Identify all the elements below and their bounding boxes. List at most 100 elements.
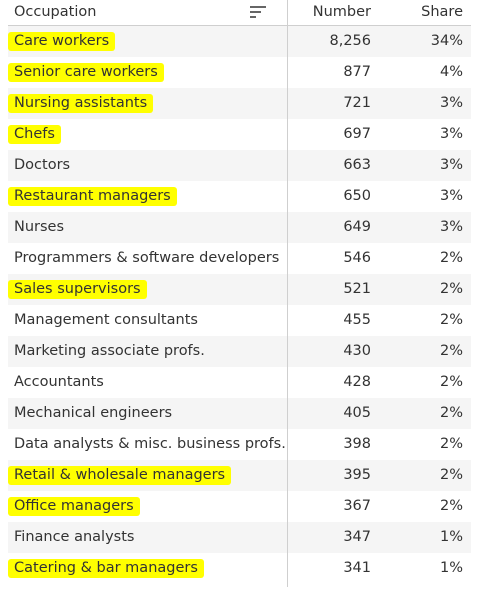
table-row[interactable]: Catering & bar managers 341 1% — [8, 553, 471, 584]
table-row[interactable]: Senior care workers 877 4% — [8, 57, 471, 88]
table-row[interactable]: Data analysts & misc. business profs. 398… — [8, 429, 471, 460]
occupation-cell: Care workers — [8, 26, 287, 57]
occupation-cell: Mechanical engineers — [8, 398, 287, 429]
share-cell: 2% — [439, 343, 463, 360]
occupation-label: Marketing associate profs. — [14, 343, 205, 360]
column-header-share[interactable]: Share — [373, 0, 465, 25]
share-cell: 2% — [439, 250, 463, 267]
occupation-label: Nurses — [14, 219, 65, 236]
number-cell: 395 — [343, 467, 371, 484]
column-header-number-label: Number — [312, 4, 371, 21]
occupation-label: Sales supervisors — [8, 279, 147, 300]
occupation-cell: Chefs — [8, 119, 287, 150]
number-cell: 398 — [343, 436, 371, 453]
number-cell: 347 — [343, 529, 371, 546]
occupation-cell: Restaurant managers — [8, 181, 287, 212]
occupation-label: Senior care workers — [8, 62, 164, 83]
occupation-cell: Management consultants — [8, 305, 287, 336]
occupation-cell: Retail & wholesale managers — [8, 460, 287, 491]
share-cell: 2% — [439, 281, 463, 298]
number-cell: 521 — [343, 281, 371, 298]
table-body: Care workers 8,256 34% Senior care workers 8… — [8, 26, 471, 584]
occupation-cell: Accountants — [8, 367, 287, 398]
occupation-label: Care workers — [8, 31, 116, 52]
number-cell: 649 — [343, 219, 371, 236]
share-cell: 2% — [439, 467, 463, 484]
occupation-label: Catering & bar managers — [8, 558, 204, 579]
table-row[interactable]: Retail & wholesale managers 395 2% — [8, 460, 471, 491]
occupation-cell: Sales supervisors — [8, 274, 287, 305]
occupation-label: Nursing assistants — [8, 93, 154, 114]
share-cell: 3% — [439, 188, 463, 205]
table-row[interactable]: Restaurant managers 650 3% — [8, 181, 471, 212]
table-row[interactable]: Chefs 697 3% — [8, 119, 471, 150]
column-header-share-label: Share — [421, 4, 463, 21]
occupation-cell: Marketing associate profs. — [8, 336, 287, 367]
number-cell: 877 — [343, 64, 371, 81]
share-cell: 2% — [439, 312, 463, 329]
occupation-cell: Catering & bar managers — [8, 553, 287, 584]
number-cell: 650 — [343, 188, 371, 205]
share-cell: 2% — [439, 405, 463, 422]
share-cell: 3% — [439, 95, 463, 112]
column-header-occupation[interactable]: Occupation — [8, 0, 287, 25]
number-cell: 367 — [343, 498, 371, 515]
occupation-label: Mechanical engineers — [14, 405, 173, 422]
table-row[interactable]: Accountants 428 2% — [8, 367, 471, 398]
occupation-label: Office managers — [8, 496, 140, 517]
number-cell: 697 — [343, 126, 371, 143]
occupation-cell: Office managers — [8, 491, 287, 522]
table-row[interactable]: Mechanical engineers 405 2% — [8, 398, 471, 429]
occupation-cell: Data analysts & misc. business profs. — [8, 429, 287, 460]
sort-icon[interactable] — [250, 6, 266, 20]
share-cell: 3% — [439, 157, 463, 174]
table-row[interactable]: Doctors 663 3% — [8, 150, 471, 181]
occupation-cell: Finance analysts — [8, 522, 287, 553]
number-cell: 430 — [343, 343, 371, 360]
table-row[interactable]: Finance analysts 347 1% — [8, 522, 471, 553]
occupation-label: Management consultants — [14, 312, 198, 329]
table-row[interactable]: Nurses 649 3% — [8, 212, 471, 243]
share-cell: 3% — [439, 219, 463, 236]
column-header-occupation-label: Occupation — [14, 4, 97, 21]
table-row[interactable]: Care workers 8,256 34% — [8, 26, 471, 57]
occupation-cell: Doctors — [8, 150, 287, 181]
number-cell: 663 — [343, 157, 371, 174]
occupation-label: Retail & wholesale managers — [8, 465, 232, 486]
share-cell: 34% — [430, 33, 463, 50]
occupation-label: Data analysts & misc. business profs. — [14, 436, 286, 453]
column-header-number[interactable]: Number — [288, 0, 373, 25]
number-cell: 341 — [343, 560, 371, 577]
share-cell: 3% — [439, 126, 463, 143]
number-cell: 428 — [343, 374, 371, 391]
number-cell: 721 — [343, 95, 371, 112]
share-cell: 2% — [439, 498, 463, 515]
table-row[interactable]: Marketing associate profs. 430 2% — [8, 336, 471, 367]
table-row[interactable]: Programmers & software developers 546 2% — [8, 243, 471, 274]
number-cell: 8,256 — [329, 33, 371, 50]
share-cell: 2% — [439, 436, 463, 453]
share-cell: 1% — [439, 529, 463, 546]
table-header: Occupation Number Share — [8, 0, 471, 26]
occupation-label: Doctors — [14, 157, 71, 174]
occupation-cell: Senior care workers — [8, 57, 287, 88]
share-cell: 2% — [439, 374, 463, 391]
occupation-label: Accountants — [14, 374, 104, 391]
occupation-label: Restaurant managers — [8, 186, 177, 207]
occupation-cell: Programmers & software developers — [8, 243, 287, 274]
occupation-label: Programmers & software developers — [14, 250, 280, 267]
table-row[interactable]: Office managers 367 2% — [8, 491, 471, 522]
table-row[interactable]: Nursing assistants 721 3% — [8, 88, 471, 119]
number-cell: 455 — [343, 312, 371, 329]
occupation-cell: Nurses — [8, 212, 287, 243]
column-divider — [287, 0, 288, 587]
share-cell: 1% — [439, 560, 463, 577]
share-cell: 4% — [439, 64, 463, 81]
occupation-label: Finance analysts — [14, 529, 135, 546]
number-cell: 546 — [343, 250, 371, 267]
table-row[interactable]: Management consultants 455 2% — [8, 305, 471, 336]
table-row[interactable]: Sales supervisors 521 2% — [8, 274, 471, 305]
occupation-table: Occupation Number Share Care workers 8,25… — [8, 0, 471, 587]
number-cell: 405 — [343, 405, 371, 422]
occupation-cell: Nursing assistants — [8, 88, 287, 119]
